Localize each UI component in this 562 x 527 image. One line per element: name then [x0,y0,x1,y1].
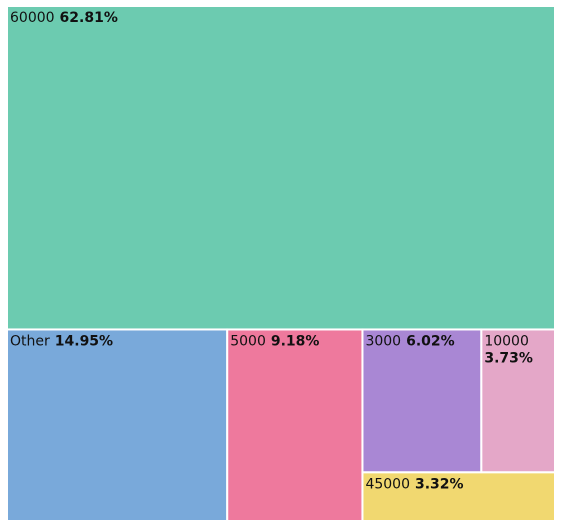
tile-10000: 10000 3.73% [480,328,557,474]
tile-label-60000: 60000 62.81% [10,10,118,26]
tile-name: 5000 [230,333,266,349]
tile-name: Other [10,333,50,349]
tile-label-other: Other 14.95% [10,333,113,349]
tile-rect-5000 [226,328,364,522]
tile-percent: 62.81% [60,10,118,26]
tile-rect-10000 [480,328,557,474]
tile-percent: 3.32% [415,476,464,492]
tile-other: Other 14.95% [6,328,229,522]
tile-rect-other [6,328,229,522]
tile-name: 10000 [484,333,529,349]
tile-label-5000: 5000 9.18% [230,333,319,349]
tile-label-45000: 45000 3.32% [365,476,463,492]
tile-name: 60000 [10,10,55,26]
tile-3000: 3000 6.02% [361,328,483,474]
tile-rect-3000 [361,328,483,474]
tile-5000: 5000 9.18% [226,328,364,522]
tile-rect-45000 [361,471,556,523]
tile-name: 3000 [365,333,401,349]
tile-percent: 6.02% [406,333,455,349]
tile-45000: 45000 3.32% [361,471,556,523]
tile-label-3000: 3000 6.02% [365,333,454,349]
tile-rect-60000 [6,5,556,331]
tile-name: 45000 [365,476,410,492]
tile-label-10000: 10000 3.73% [484,333,533,366]
tile-60000: 60000 62.81% [6,5,556,331]
tile-percent: 14.95% [55,333,113,349]
tile-percent: 3.73% [484,350,533,366]
tile-percent: 9.18% [271,333,320,349]
